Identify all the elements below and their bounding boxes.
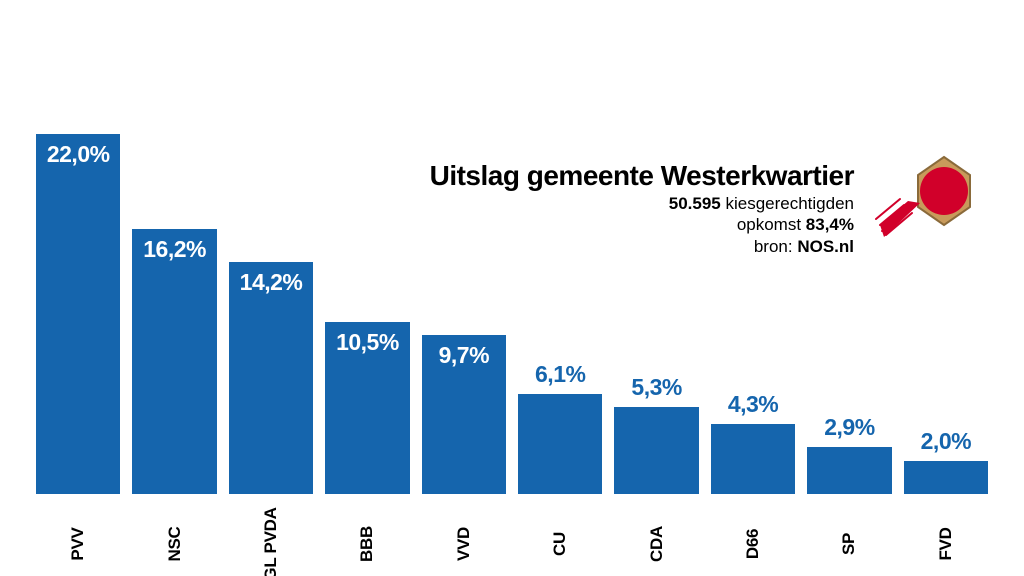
bar-rect	[518, 394, 602, 494]
value-label: 14,2%	[229, 269, 313, 296]
bar-slot: 5,3%CDA	[614, 407, 698, 494]
bar-slot: 10,5%BBB	[325, 322, 409, 494]
bar-rect	[132, 229, 216, 494]
bar-slot: 2,0%FVD	[904, 461, 988, 494]
bar-slot: 22,0%PVV	[36, 134, 120, 494]
x-axis-label: CDA	[647, 526, 667, 562]
x-axis-label: FVD	[936, 527, 956, 560]
x-axis-label: CU	[550, 532, 570, 556]
bar-rect	[36, 134, 120, 494]
election-results-chart: Uitslag gemeente Westerkwartier 50.595 k…	[0, 0, 1024, 576]
bar-rect	[807, 447, 891, 494]
value-label: 22,0%	[36, 141, 120, 168]
bar-slot: 14,2%GL PVDA	[229, 262, 313, 494]
bar-rect	[711, 424, 795, 494]
bar-rect	[904, 461, 988, 494]
value-label: 5,3%	[614, 374, 698, 401]
bar-slot: 6,1%CU	[518, 394, 602, 494]
x-axis-label: GL PVDA	[261, 507, 281, 576]
x-axis-label: VVD	[454, 527, 474, 561]
bar-rect	[229, 262, 313, 494]
value-label: 9,7%	[422, 342, 506, 369]
value-label: 16,2%	[132, 236, 216, 263]
value-label: 2,9%	[807, 414, 891, 441]
x-axis-label: PVV	[68, 527, 88, 560]
x-axis-label: NSC	[165, 527, 185, 562]
x-axis-label: BBB	[357, 526, 377, 562]
x-axis-label: D66	[743, 529, 763, 559]
value-label: 2,0%	[904, 428, 988, 455]
bar-slot: 2,9%SP	[807, 447, 891, 494]
bars-area: 22,0%PVV16,2%NSC14,2%GL PVDA10,5%BBB9,7%…	[36, 134, 988, 494]
bar-rect	[614, 407, 698, 494]
x-axis-label: SP	[839, 533, 859, 555]
value-label: 10,5%	[325, 329, 409, 356]
value-label: 4,3%	[711, 391, 795, 418]
bar-slot: 16,2%NSC	[132, 229, 216, 494]
value-label: 6,1%	[518, 361, 602, 388]
bar-slot: 4,3%D66	[711, 424, 795, 494]
bar-slot: 9,7%VVD	[422, 335, 506, 494]
